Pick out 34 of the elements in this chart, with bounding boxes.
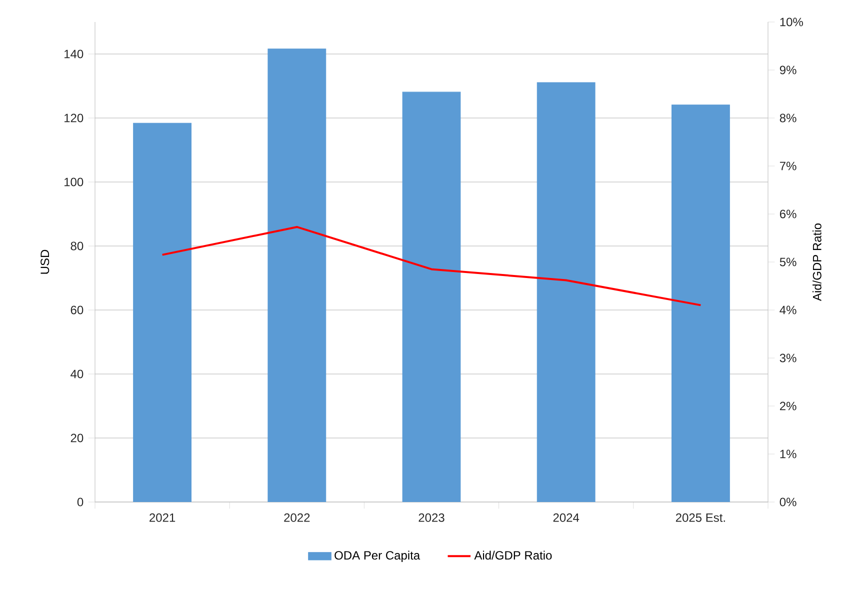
y2-tick-label: 0% <box>780 498 796 506</box>
bar <box>133 122 192 502</box>
y2-tick-label: 10% <box>780 18 803 26</box>
bar <box>268 48 326 502</box>
y-tick-label: 80 <box>70 242 84 250</box>
x-tick-label: 2022 <box>284 513 310 522</box>
y-tick-label: 100 <box>64 178 84 186</box>
y2-tick-label: 4% <box>780 306 796 314</box>
legend-label: Aid/GDP Ratio <box>474 550 552 560</box>
y2-tick-label: 5% <box>780 258 796 266</box>
bar <box>671 104 730 502</box>
bar <box>402 92 461 502</box>
y-tick-label: 0 <box>77 498 84 506</box>
legend-label: ODA Per Capita <box>334 550 420 562</box>
y-tick-label: 60 <box>70 306 84 314</box>
y-tick-label: 20 <box>70 434 84 442</box>
y-tick-label: 40 <box>70 370 84 378</box>
y2-tick-label: 7% <box>780 162 796 170</box>
line-series <box>161 226 702 306</box>
y2-tick-label: 3% <box>780 354 796 362</box>
y2-tick-label: 6% <box>780 210 796 218</box>
y-tick-label: 140 <box>64 50 84 58</box>
x-tick-label: 2021 <box>150 513 176 522</box>
y2-tick-label: 1% <box>780 450 796 458</box>
x-tick-label: 2023 <box>418 513 444 522</box>
x-tick-label: 2025 Est. <box>676 513 725 522</box>
x-tick-label: 2024 <box>553 513 580 522</box>
bar <box>536 82 596 502</box>
y2-tick-label: 8% <box>780 114 796 122</box>
y-axis-title: USD <box>40 250 50 274</box>
y2-tick-label: 9% <box>780 66 796 74</box>
y-tick-label: 120 <box>64 114 84 122</box>
y2-tick-label: 2% <box>780 402 796 410</box>
y2-axis-title: Aid/GDP Ratio <box>812 224 822 301</box>
